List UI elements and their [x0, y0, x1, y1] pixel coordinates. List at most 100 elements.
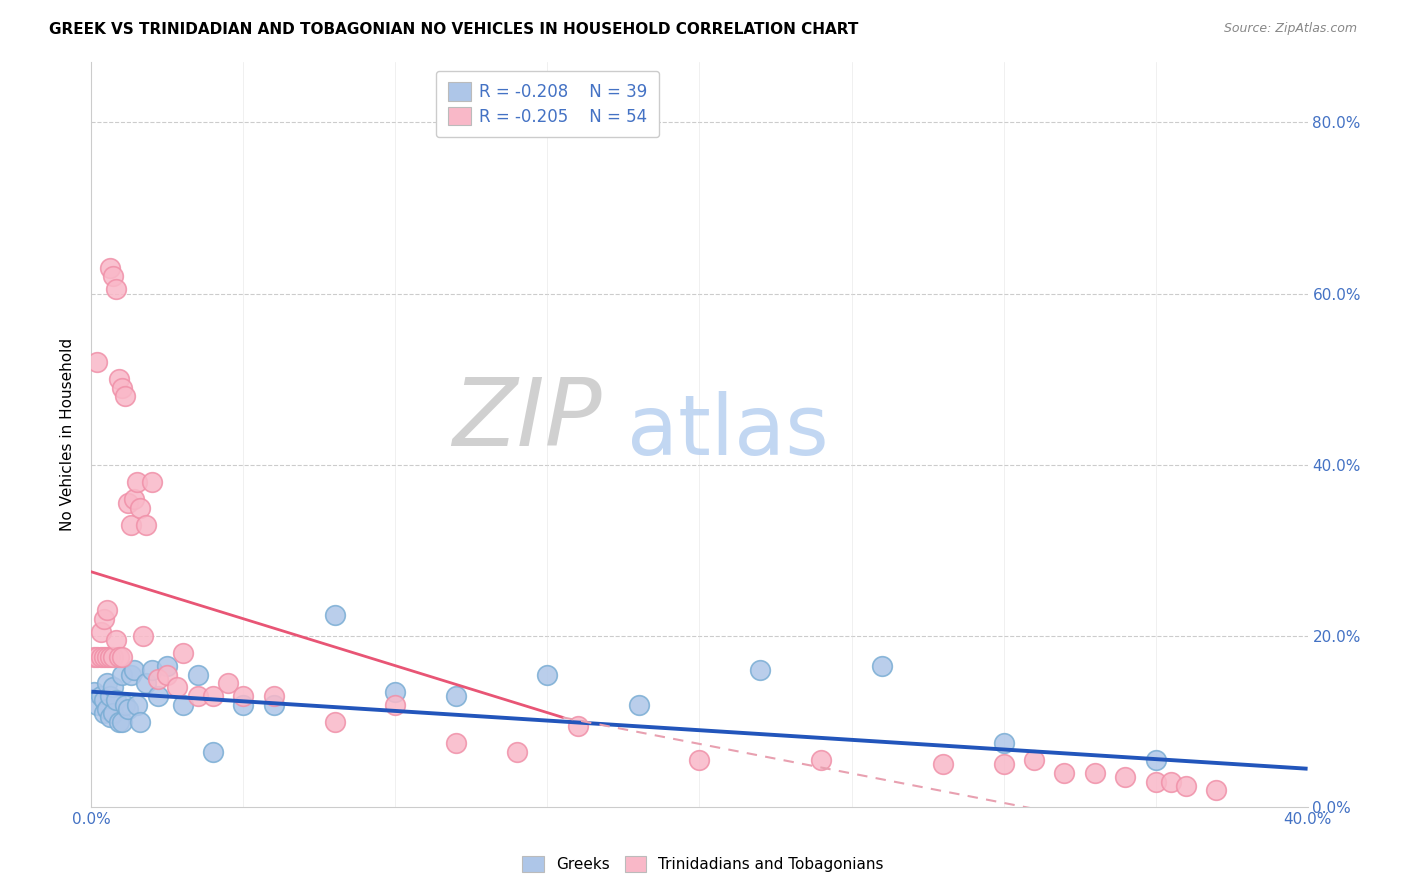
Point — [810, 753, 832, 767]
Point — [111, 714, 134, 729]
Point — [232, 698, 254, 712]
Point — [187, 689, 209, 703]
Point — [1144, 774, 1167, 789]
Legend: R = -0.208    N = 39, R = -0.205    N = 54: R = -0.208 N = 39, R = -0.205 N = 54 — [436, 70, 659, 137]
Point — [749, 663, 772, 677]
Point — [172, 698, 194, 712]
Point — [1174, 779, 1197, 793]
Point — [93, 612, 115, 626]
Point — [141, 663, 163, 677]
Point — [107, 650, 129, 665]
Point — [89, 689, 111, 703]
Point — [135, 676, 157, 690]
Point — [870, 659, 893, 673]
Point — [93, 693, 115, 707]
Point — [96, 702, 118, 716]
Point — [117, 496, 139, 510]
Point — [384, 684, 406, 698]
Text: GREEK VS TRINIDADIAN AND TOBAGONIAN NO VEHICLES IN HOUSEHOLD CORRELATION CHART: GREEK VS TRINIDADIAN AND TOBAGONIAN NO V… — [49, 22, 859, 37]
Point — [111, 381, 134, 395]
Point — [627, 698, 650, 712]
Point — [232, 689, 254, 703]
Point — [688, 753, 710, 767]
Point — [98, 689, 121, 703]
Point — [125, 698, 148, 712]
Point — [217, 676, 239, 690]
Point — [187, 667, 209, 681]
Point — [122, 663, 145, 677]
Point — [148, 672, 170, 686]
Point — [323, 607, 346, 622]
Point — [104, 633, 127, 648]
Point — [931, 757, 953, 772]
Point — [141, 475, 163, 489]
Point — [89, 624, 111, 639]
Point — [1205, 783, 1227, 797]
Point — [202, 689, 225, 703]
Point — [384, 698, 406, 712]
Point — [89, 650, 111, 665]
Point — [1022, 753, 1045, 767]
Point — [111, 667, 134, 681]
Point — [993, 736, 1015, 750]
Point — [135, 517, 157, 532]
Point — [111, 650, 134, 665]
Point — [125, 475, 148, 489]
Point — [148, 689, 170, 703]
Text: atlas: atlas — [627, 391, 828, 472]
Point — [156, 659, 179, 673]
Point — [122, 491, 145, 506]
Point — [156, 667, 179, 681]
Point — [1114, 770, 1136, 784]
Point — [101, 681, 124, 695]
Point — [104, 693, 127, 707]
Point — [93, 706, 115, 720]
Point — [98, 650, 121, 665]
Point — [993, 757, 1015, 772]
Point — [117, 702, 139, 716]
Point — [114, 698, 136, 712]
Point — [129, 500, 152, 515]
Point — [83, 650, 105, 665]
Point — [444, 736, 467, 750]
Point — [202, 745, 225, 759]
Text: ZIP: ZIP — [453, 375, 602, 466]
Point — [107, 372, 129, 386]
Point — [323, 714, 346, 729]
Point — [263, 689, 285, 703]
Point — [444, 689, 467, 703]
Point — [1144, 753, 1167, 767]
Point — [98, 260, 121, 275]
Point — [93, 650, 115, 665]
Point — [536, 667, 558, 681]
Point — [129, 714, 152, 729]
Point — [86, 650, 108, 665]
Point — [1160, 774, 1182, 789]
Point — [506, 745, 529, 759]
Point — [567, 719, 589, 733]
Point — [114, 389, 136, 403]
Y-axis label: No Vehicles in Household: No Vehicles in Household — [60, 338, 76, 532]
Point — [166, 681, 188, 695]
Point — [98, 710, 121, 724]
Point — [120, 517, 142, 532]
Point — [86, 355, 108, 369]
Point — [86, 698, 108, 712]
Point — [101, 706, 124, 720]
Point — [104, 282, 127, 296]
Legend: Greeks, Trinidadians and Tobagonians: Greeks, Trinidadians and Tobagonians — [515, 848, 891, 880]
Point — [83, 684, 105, 698]
Point — [172, 646, 194, 660]
Point — [1053, 766, 1076, 780]
Point — [263, 698, 285, 712]
Point — [1084, 766, 1107, 780]
Point — [120, 667, 142, 681]
Point — [107, 714, 129, 729]
Point — [96, 676, 118, 690]
Point — [96, 603, 118, 617]
Point — [132, 629, 155, 643]
Point — [96, 650, 118, 665]
Text: Source: ZipAtlas.com: Source: ZipAtlas.com — [1223, 22, 1357, 36]
Point — [101, 650, 124, 665]
Point — [101, 269, 124, 284]
